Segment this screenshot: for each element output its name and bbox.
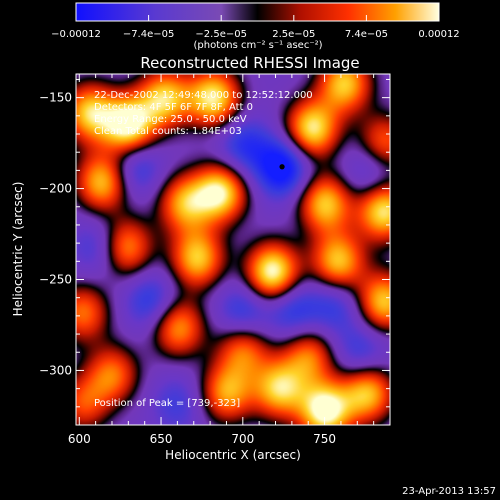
heatmap-image xyxy=(76,74,390,425)
plot-frame xyxy=(75,73,391,426)
info-line: Energy Range: 25.0 - 50.0 keV xyxy=(94,114,247,125)
info-line: 22-Dec-2002 12:49:48.000 to 12:52:12.000 xyxy=(94,90,313,101)
y-tick-label: −300 xyxy=(39,363,72,377)
y-tick-label: −200 xyxy=(39,182,72,196)
axes: 600 650 700 750 −150 −200 −250 −300 xyxy=(39,74,391,446)
x-tick-label: 750 xyxy=(313,432,336,446)
info-text: 22-Dec-2002 12:49:48.000 to 12:52:12.000… xyxy=(94,90,313,137)
colorbar-tick-label: 2.5e−05 xyxy=(272,29,315,40)
chart-title: Reconstructed RHESSI Image xyxy=(140,54,359,72)
colorbar-tick-label: 0.00012 xyxy=(418,29,459,40)
colorbar: −0.00012 −7.4e−05 −2.5e−05 2.5e−05 7.4e−05 0.… xyxy=(51,2,460,51)
x-axis-label: Heliocentric X (arcsec) xyxy=(165,448,301,462)
colorbar-unit-label: (photons cm⁻² s⁻¹ asec⁻²) xyxy=(193,40,322,51)
y-tick-label: −250 xyxy=(39,273,72,287)
colorbar-tick-label: −7.4e−05 xyxy=(123,29,175,40)
info-line: Detectors: 4F 5F 6F 7F 8F, Att 0 xyxy=(94,102,253,113)
peak-position-text: Position of Peak = [739,-323] xyxy=(94,398,240,409)
x-tick-label: 650 xyxy=(150,432,173,446)
colorbar-ticks: −0.00012 −7.4e−05 −2.5e−05 2.5e−05 7.4e−05 0.… xyxy=(51,15,460,40)
info-line: Clean Total counts: 1.84E+03 xyxy=(94,126,242,137)
x-tick-label: 700 xyxy=(231,432,254,446)
y-tick-label: −150 xyxy=(39,91,72,105)
colorbar-tick-label: −0.00012 xyxy=(51,29,101,40)
peak-marker xyxy=(279,164,285,170)
footer-timestamp: 23-Apr-2013 13:57 xyxy=(402,486,496,497)
colorbar-tick-label: 7.4e−05 xyxy=(345,29,388,40)
colorbar-tick-label: −2.5e−05 xyxy=(195,29,247,40)
x-tick-label: 600 xyxy=(68,432,91,446)
y-axis-label: Heliocentric Y (arcsec) xyxy=(11,182,25,317)
heatmap-plot: 600 650 700 750 −150 −200 −250 −300 22-Dec-2002… xyxy=(39,73,391,446)
colorbar-gradient xyxy=(75,2,440,22)
